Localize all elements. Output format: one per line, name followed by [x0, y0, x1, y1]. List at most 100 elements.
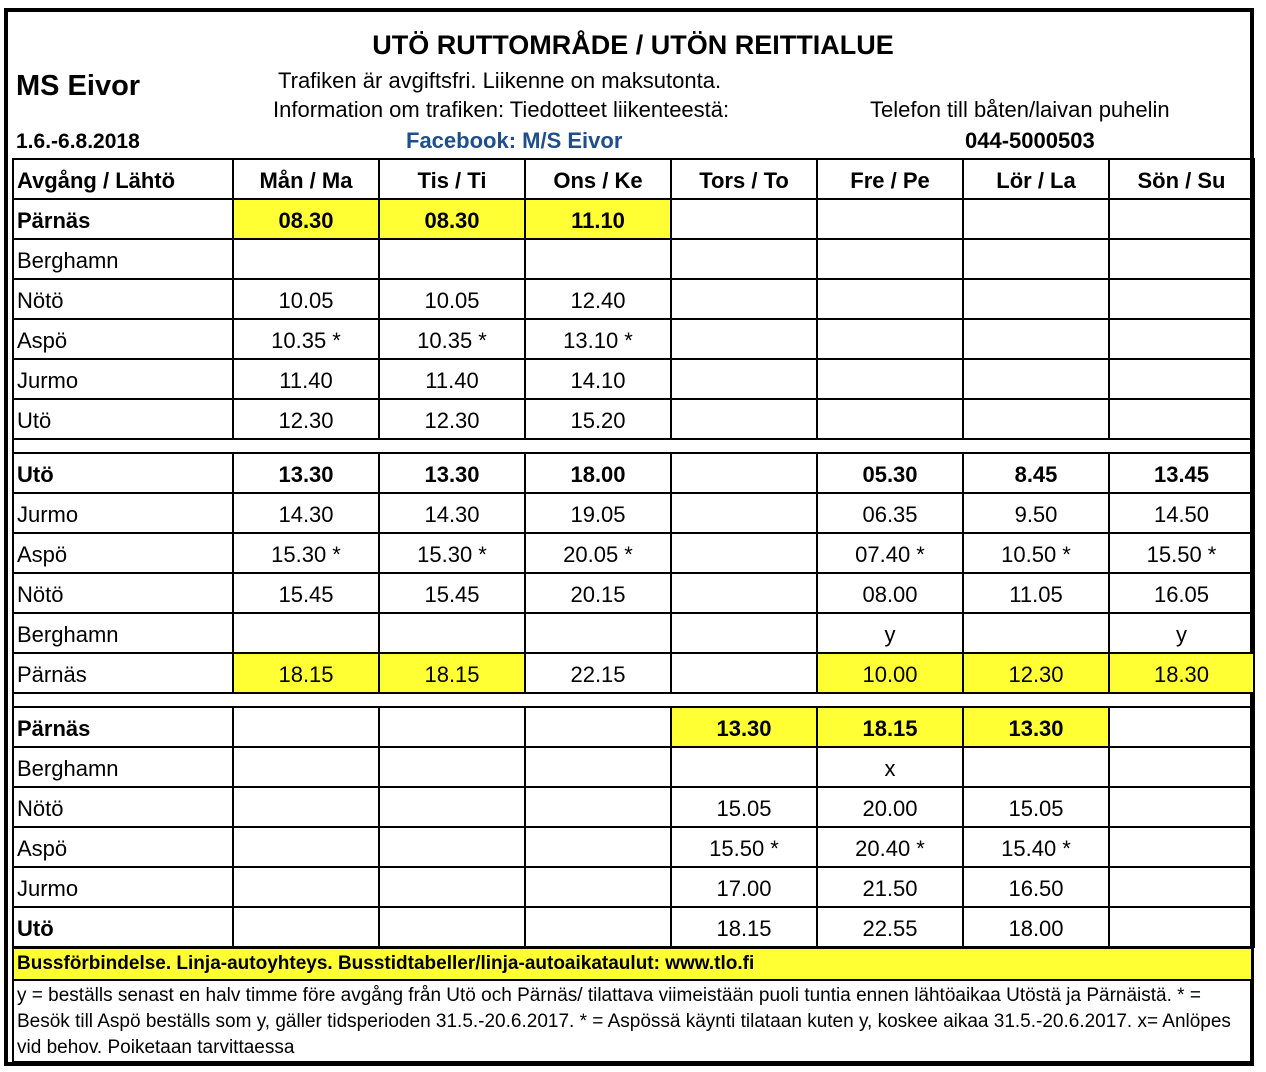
time-cell: [232, 906, 380, 948]
time-cell: 14.50: [1108, 492, 1255, 534]
stop-name: Berghamn: [12, 238, 234, 280]
time-cell: [524, 906, 672, 948]
time-cell: 13.10 *: [524, 318, 672, 360]
time-cell: [816, 278, 964, 320]
time-cell: 18.00: [524, 452, 672, 494]
time-cell: 07.40 *: [816, 532, 964, 574]
time-cell: [378, 706, 526, 748]
time-cell: [378, 826, 526, 868]
time-cell: 15.30 *: [232, 532, 380, 574]
column-header-day: Fre / Pe: [816, 158, 964, 200]
time-cell: [524, 706, 672, 748]
stop-name: Aspö: [12, 532, 234, 574]
table-row: Nötö 15.45 15.45 20.15 08.00 11.05 16.05: [12, 572, 1255, 614]
time-cell: [962, 278, 1110, 320]
time-cell: 10.35 *: [378, 318, 526, 360]
time-cell: [670, 652, 818, 694]
time-cell: [670, 198, 818, 240]
time-cell: [1108, 278, 1255, 320]
time-cell: 18.00: [962, 906, 1110, 948]
table-row: Pärnäs 18.15 18.15 22.15 10.00 12.30 18.30: [12, 652, 1255, 694]
facebook-link[interactable]: Facebook: M/S Eivor: [406, 128, 623, 153]
time-cell: [670, 612, 818, 654]
time-cell: [1108, 906, 1255, 948]
time-cell: 14.30: [378, 492, 526, 534]
time-cell: [670, 746, 818, 788]
time-cell: [816, 198, 964, 240]
time-cell: [524, 866, 672, 908]
time-cell: [670, 318, 818, 360]
column-header-stop: Avgång / Lähtö: [12, 158, 234, 200]
time-cell: 14.30: [232, 492, 380, 534]
time-cell: 18.15: [378, 652, 526, 694]
table-row: Berghamn x: [12, 746, 1255, 788]
column-header-day: Tis / Ti: [378, 158, 526, 200]
table-row: Utö 18.15 22.55 18.00: [12, 906, 1255, 948]
time-cell: 15.05: [962, 786, 1110, 828]
time-cell: 11.40: [378, 358, 526, 400]
table-row: Aspö 15.50 * 20.40 * 15.40 *: [12, 826, 1255, 868]
time-cell: 13.30: [670, 706, 818, 748]
column-header-day: Sön / Su: [1108, 158, 1255, 200]
time-cell: 12.40: [524, 278, 672, 320]
table-row: Jurmo 17.00 21.50 16.50: [12, 866, 1255, 908]
table-row: Utö 13.30 13.30 18.00 05.30 8.45 13.45: [12, 452, 1255, 494]
table-row: Pärnäs 13.30 18.15 13.30: [12, 706, 1255, 748]
time-cell: [232, 786, 380, 828]
time-cell: 9.50: [962, 492, 1110, 534]
header-row: Avgång / Lähtö Mån / Ma Tis / Ti Ons / Ke To…: [12, 158, 1255, 200]
time-cell: 10.50 *: [962, 532, 1110, 574]
timetable: Avgång / Lähtö Mån / Ma Tis / Ti Ons / Ke To…: [12, 158, 1255, 948]
time-cell: [1108, 358, 1255, 400]
time-cell: [1108, 238, 1255, 280]
time-cell: 15.05: [670, 786, 818, 828]
table-row: Aspö 15.30 * 15.30 * 20.05 * 07.40 * 10.50 * 1…: [12, 532, 1255, 574]
stop-name: Berghamn: [12, 746, 234, 788]
time-cell: [962, 398, 1110, 440]
column-header-day: Mån / Ma: [232, 158, 380, 200]
time-cell: [1108, 398, 1255, 440]
stop-name: Pärnäs: [12, 652, 234, 694]
time-cell: [670, 238, 818, 280]
time-cell: y: [1108, 612, 1255, 654]
table-row: Nötö 10.05 10.05 12.40: [12, 278, 1255, 320]
stop-name: Nötö: [12, 278, 234, 320]
time-cell: 10.05: [232, 278, 380, 320]
time-cell: [524, 238, 672, 280]
time-cell: [524, 786, 672, 828]
time-cell: 20.00: [816, 786, 964, 828]
time-cell: 15.30 *: [378, 532, 526, 574]
time-cell: 16.50: [962, 866, 1110, 908]
time-cell: [378, 906, 526, 948]
time-cell: 13.30: [962, 706, 1110, 748]
time-cell: [378, 238, 526, 280]
time-cell: 19.05: [524, 492, 672, 534]
time-cell: x: [816, 746, 964, 788]
time-cell: [232, 238, 380, 280]
table-row: Jurmo 14.30 14.30 19.05 06.35 9.50 14.50: [12, 492, 1255, 534]
time-cell: 15.20: [524, 398, 672, 440]
time-cell: [816, 358, 964, 400]
separator-cell: [12, 438, 1255, 454]
time-cell: [524, 826, 672, 868]
footnotes: y = beställs senast en halv timme före a…: [12, 981, 1253, 1063]
time-cell: 08.30: [378, 198, 526, 240]
time-cell: 20.40 *: [816, 826, 964, 868]
table-row: Berghamn: [12, 238, 1255, 280]
time-cell: 08.30: [232, 198, 380, 240]
time-cell: [378, 866, 526, 908]
separator-cell: [12, 692, 1255, 708]
time-cell: [670, 278, 818, 320]
time-cell: [670, 452, 818, 494]
time-cell: [670, 398, 818, 440]
time-cell: [962, 198, 1110, 240]
time-cell: 15.45: [378, 572, 526, 614]
time-cell: [524, 746, 672, 788]
stop-name: Jurmo: [12, 358, 234, 400]
time-cell: 12.30: [232, 398, 380, 440]
table-row: Jurmo 11.40 11.40 14.10: [12, 358, 1255, 400]
time-cell: 18.15: [816, 706, 964, 748]
stop-name: Aspö: [12, 826, 234, 868]
time-cell: 11.40: [232, 358, 380, 400]
time-cell: [670, 358, 818, 400]
